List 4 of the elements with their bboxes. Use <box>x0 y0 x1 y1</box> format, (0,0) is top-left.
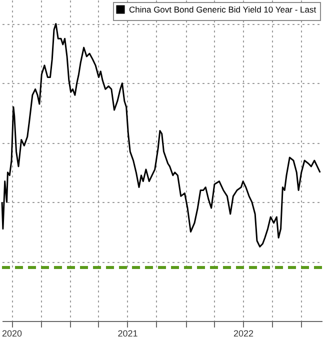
x-tick-label: 2022 <box>234 328 254 338</box>
x-tick-label: 2021 <box>118 328 138 338</box>
legend-label: China Govt Bond Generic Bid Yield 10 Year - Last <box>129 4 317 14</box>
x-tick-label: 2020 <box>2 328 22 338</box>
